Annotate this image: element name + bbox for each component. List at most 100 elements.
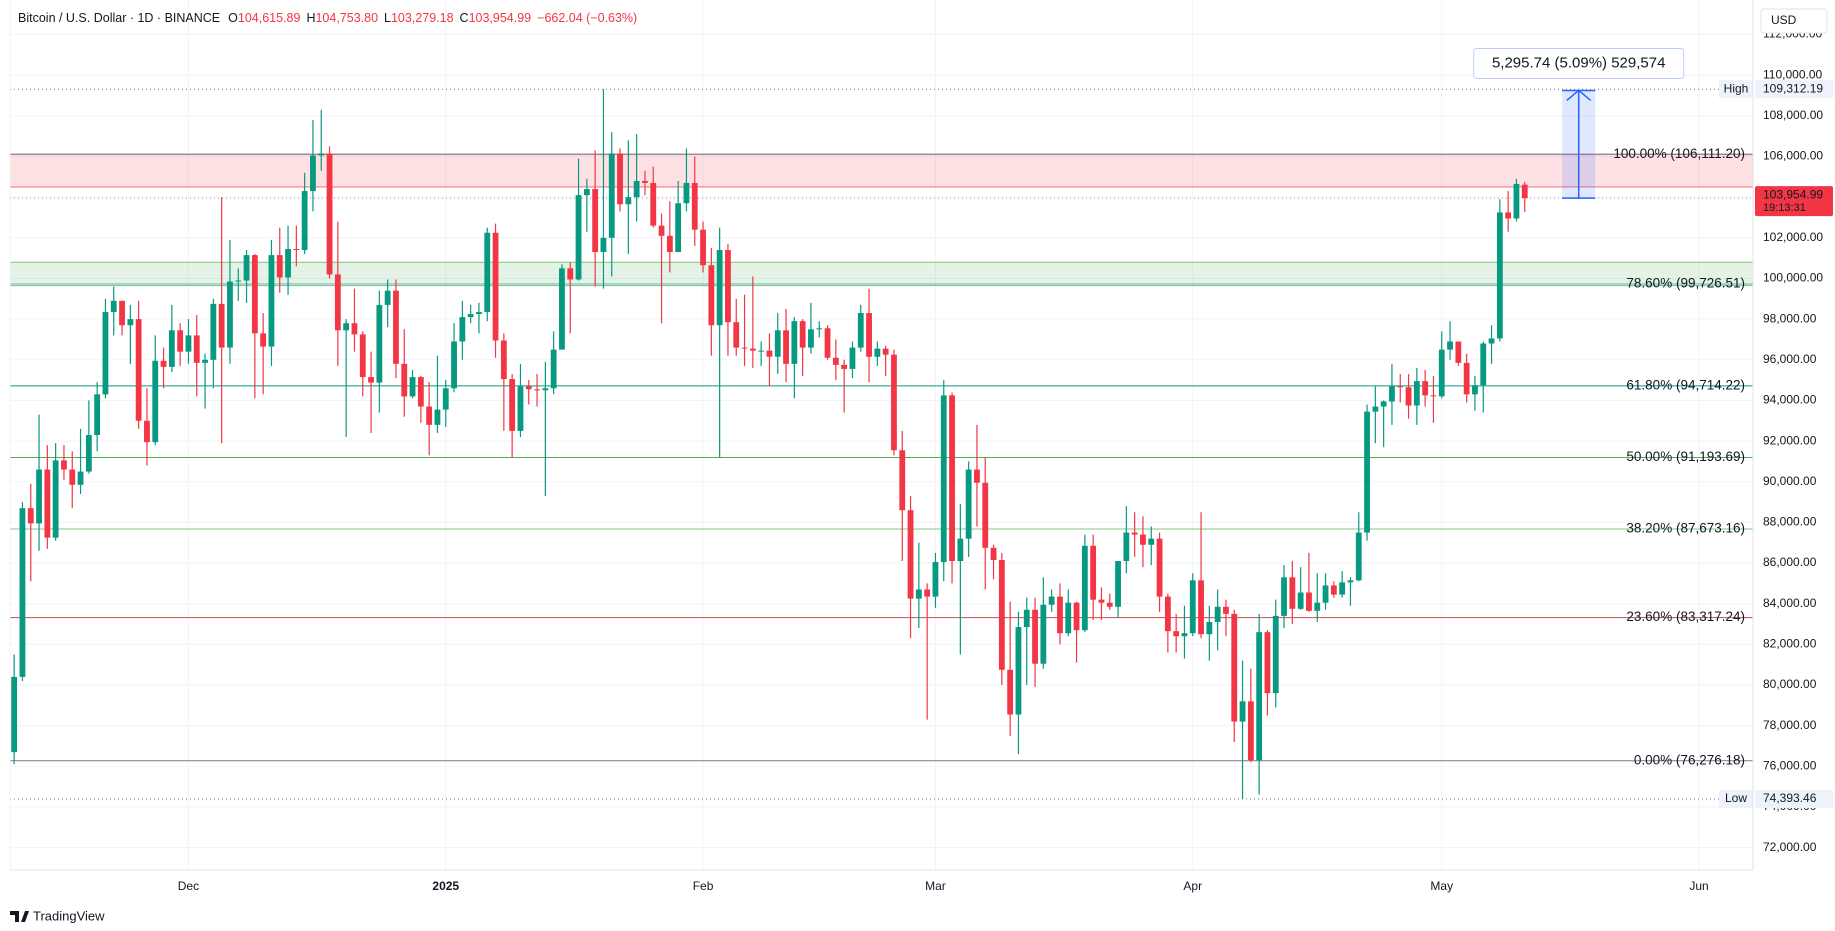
candle-body xyxy=(1198,580,1204,635)
y-tick-label: 78,000.00 xyxy=(1763,718,1817,732)
candle-body xyxy=(1455,341,1462,363)
candle-body xyxy=(542,388,549,391)
candle-body xyxy=(1322,585,1329,603)
candle-body xyxy=(1372,406,1379,412)
candle-body xyxy=(1164,596,1171,632)
candle-body xyxy=(1397,386,1404,388)
candle-body xyxy=(1347,580,1354,583)
candle-body xyxy=(940,395,947,563)
candle-body xyxy=(1214,606,1221,623)
ohlc-value: 103,279.18 xyxy=(391,11,454,25)
candle-body xyxy=(808,329,814,348)
fib-label: 100.00% (106,111.20) xyxy=(1613,146,1745,161)
candle-body xyxy=(318,153,325,156)
candle-body xyxy=(19,508,26,677)
ohlc-value: 103,954.99 xyxy=(469,11,532,25)
candle-body xyxy=(268,255,275,347)
candle-body xyxy=(758,350,765,352)
extreme-value: 109,312.19 xyxy=(1763,81,1823,95)
candle-body xyxy=(442,388,449,410)
candle-body xyxy=(293,249,300,251)
candle-body xyxy=(749,348,756,351)
candle-body xyxy=(1339,582,1346,595)
candle-body xyxy=(1364,411,1370,533)
candle-body xyxy=(451,341,457,389)
candle-body xyxy=(1472,385,1478,395)
candle-body xyxy=(27,508,34,524)
extreme-tag xyxy=(1755,80,1833,99)
candle-body xyxy=(94,394,101,435)
candle-body xyxy=(467,314,474,318)
candle-body xyxy=(1513,183,1520,219)
candle-body xyxy=(1289,577,1296,609)
candle-body xyxy=(882,348,889,355)
candle-body xyxy=(85,435,92,472)
y-tick-label: 110,000.00 xyxy=(1763,67,1822,81)
y-tick-label: 100,000.00 xyxy=(1763,271,1823,285)
candle-body xyxy=(575,195,582,280)
candle-body xyxy=(235,280,242,282)
candle-body xyxy=(816,328,823,330)
candle-body xyxy=(642,180,648,183)
candle-body xyxy=(243,255,250,281)
candle-body xyxy=(924,589,931,597)
candle-body xyxy=(1496,212,1503,339)
candle-body xyxy=(857,313,864,348)
y-tick-label: 84,000.00 xyxy=(1763,596,1817,610)
candle-body xyxy=(1073,602,1080,631)
fib-label: 61.80% (94,714.22) xyxy=(1626,377,1745,392)
fib-label: 38.20% (87,673.16) xyxy=(1626,521,1745,536)
candle-body xyxy=(1330,585,1337,595)
ohlc-value: 104,753.80 xyxy=(315,11,378,25)
candle-body xyxy=(700,229,706,266)
y-tick-label: 92,000.00 xyxy=(1763,433,1817,447)
candle-body xyxy=(650,182,657,226)
ohlc-key: C xyxy=(460,11,469,25)
candle-body xyxy=(600,237,607,253)
candle-body xyxy=(1048,596,1055,605)
candle-body xyxy=(982,482,989,548)
candle-body xyxy=(1231,613,1238,722)
measure-arrowhead xyxy=(1566,89,1592,102)
candle-body xyxy=(177,330,184,352)
candle-body xyxy=(368,377,374,383)
candle-body xyxy=(310,155,316,192)
ohlc-key: H xyxy=(306,11,315,25)
candle-body xyxy=(1264,632,1271,694)
price-axis xyxy=(1753,0,1835,870)
candle-body xyxy=(841,364,848,369)
candle-body xyxy=(1123,532,1130,562)
candle-body xyxy=(683,182,690,204)
candle-body xyxy=(774,330,781,357)
candle-body xyxy=(202,359,208,363)
candle-body xyxy=(1256,632,1263,761)
candle-body xyxy=(891,354,897,451)
candle-body xyxy=(1065,602,1072,634)
candle-body xyxy=(965,469,972,539)
candle-body xyxy=(1173,631,1180,637)
candle-body xyxy=(1480,343,1487,386)
x-tick-label: 2025 xyxy=(432,879,459,893)
candle-body xyxy=(376,304,383,383)
candle-body xyxy=(334,274,341,331)
candle-body xyxy=(1380,401,1387,407)
candle-body xyxy=(716,250,723,326)
candle-body xyxy=(1007,669,1014,715)
candle-body xyxy=(484,232,491,313)
extreme-name: Low xyxy=(1725,791,1747,805)
candle-body xyxy=(11,676,18,753)
header: Bitcoin / U.S. Dollar · 1D · BINANCE O104… xyxy=(18,11,637,25)
y-tick-label: 94,000.00 xyxy=(1763,393,1817,407)
candle-body xyxy=(990,547,997,561)
y-tick-label: 80,000.00 xyxy=(1763,677,1817,691)
last-price-value: 103,954.99 xyxy=(1763,187,1823,201)
fib-label: 23.60% (83,317.24) xyxy=(1626,609,1745,624)
last-price-tag xyxy=(1755,186,1833,217)
candle-body xyxy=(1015,627,1022,715)
candle-body xyxy=(44,469,51,538)
candle-body xyxy=(675,203,682,253)
extreme-name-box xyxy=(1719,789,1753,808)
candle-body xyxy=(417,377,424,407)
candle-body xyxy=(799,321,806,348)
